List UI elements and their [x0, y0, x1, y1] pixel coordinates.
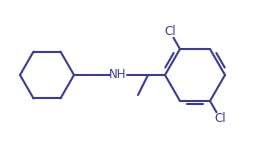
Text: Cl: Cl — [164, 25, 176, 38]
Text: NH: NH — [109, 69, 127, 82]
Text: Cl: Cl — [214, 112, 226, 125]
